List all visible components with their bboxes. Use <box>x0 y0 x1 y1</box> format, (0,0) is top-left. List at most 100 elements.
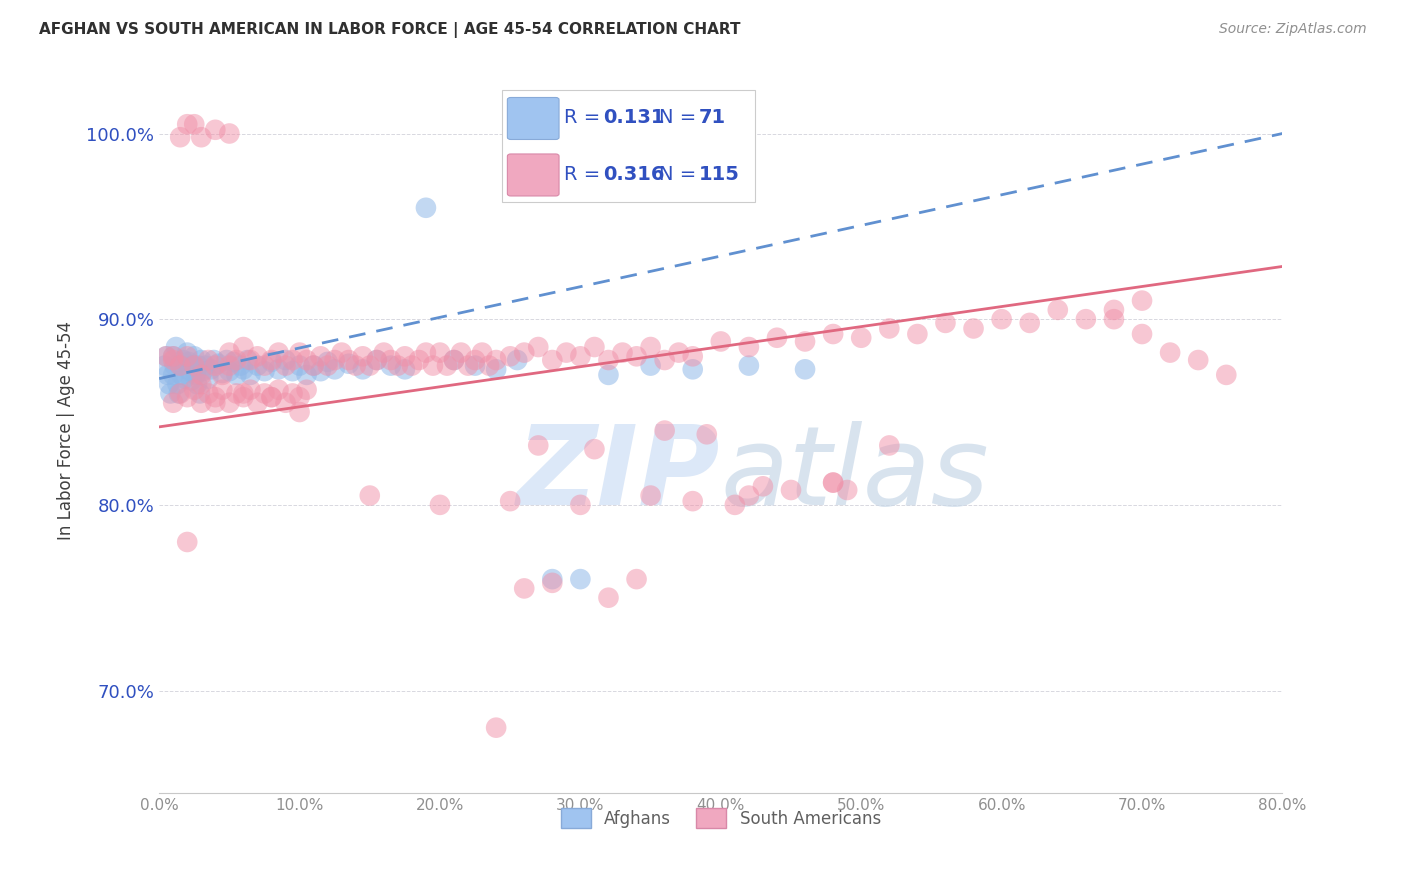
Point <box>1102 312 1125 326</box>
Point <box>323 362 346 376</box>
FancyBboxPatch shape <box>502 90 755 202</box>
Point <box>879 321 901 335</box>
Text: 71: 71 <box>699 108 725 128</box>
Point <box>176 535 198 549</box>
Point <box>668 345 690 359</box>
Point <box>281 364 304 378</box>
Point <box>1130 326 1153 341</box>
Point <box>316 355 339 369</box>
Point <box>330 345 353 359</box>
Point <box>337 357 360 371</box>
Point <box>366 353 388 368</box>
Point <box>394 362 416 376</box>
Point <box>380 353 402 368</box>
Point <box>165 340 187 354</box>
Point <box>1215 368 1237 382</box>
Text: 0.131: 0.131 <box>603 108 665 128</box>
Point <box>352 349 374 363</box>
Point <box>352 362 374 376</box>
Point <box>794 334 817 349</box>
Point <box>211 366 233 380</box>
Point <box>267 362 290 376</box>
Text: N =: N = <box>659 166 703 185</box>
Point <box>180 374 202 388</box>
Point <box>569 349 592 363</box>
Point <box>905 326 928 341</box>
Point <box>202 353 225 368</box>
Point <box>780 483 803 497</box>
Point <box>738 489 761 503</box>
Point <box>323 353 346 368</box>
Point <box>159 386 181 401</box>
Point <box>246 349 269 363</box>
Point <box>162 353 184 368</box>
Point <box>457 359 479 373</box>
Point <box>682 362 704 376</box>
Y-axis label: In Labor Force | Age 45-54: In Labor Force | Age 45-54 <box>58 321 75 540</box>
Point <box>204 395 226 409</box>
Point <box>823 326 845 341</box>
Point <box>155 349 177 363</box>
Point <box>218 345 240 359</box>
Point <box>155 349 177 363</box>
Point <box>194 359 217 373</box>
Point <box>169 359 191 373</box>
Point <box>253 386 276 401</box>
Point <box>288 405 311 419</box>
Point <box>181 359 204 373</box>
Point <box>218 364 240 378</box>
Point <box>752 479 775 493</box>
Point <box>415 201 437 215</box>
Point <box>569 498 592 512</box>
Point <box>654 353 676 368</box>
Point <box>197 386 219 401</box>
Point <box>359 489 381 503</box>
Point <box>837 483 859 497</box>
Point <box>499 494 522 508</box>
FancyBboxPatch shape <box>508 154 560 196</box>
Point <box>239 383 262 397</box>
Point <box>157 377 180 392</box>
Text: atlas: atlas <box>721 420 990 527</box>
Point <box>281 386 304 401</box>
FancyBboxPatch shape <box>508 97 560 139</box>
Point <box>471 345 494 359</box>
Point <box>183 349 205 363</box>
Text: N =: N = <box>659 108 703 128</box>
Point <box>236 353 259 368</box>
Point <box>485 721 508 735</box>
Point <box>187 359 209 373</box>
Point <box>162 368 184 382</box>
Point <box>190 368 212 382</box>
Point <box>172 353 194 368</box>
Point <box>288 359 311 373</box>
Point <box>626 349 648 363</box>
Point <box>359 359 381 373</box>
Point <box>167 386 190 401</box>
Point <box>485 362 508 376</box>
Point <box>260 355 283 369</box>
Point <box>295 368 318 382</box>
Point <box>191 364 214 378</box>
Point <box>380 359 402 373</box>
Point <box>179 364 201 378</box>
Point <box>1046 302 1069 317</box>
Point <box>990 312 1012 326</box>
Text: ZIP: ZIP <box>517 420 721 527</box>
Text: R =: R = <box>564 108 606 128</box>
Point <box>541 353 564 368</box>
Point <box>156 368 179 382</box>
Point <box>555 345 578 359</box>
Point <box>766 331 789 345</box>
Point <box>1159 345 1181 359</box>
Point <box>232 340 254 354</box>
Point <box>218 359 240 373</box>
Legend: Afghans, South Americans: Afghans, South Americans <box>554 801 887 835</box>
Point <box>295 353 318 368</box>
Point <box>183 359 205 373</box>
Point <box>260 353 283 368</box>
Point <box>738 359 761 373</box>
Point <box>464 359 486 373</box>
Point <box>204 390 226 404</box>
Point <box>640 340 662 354</box>
